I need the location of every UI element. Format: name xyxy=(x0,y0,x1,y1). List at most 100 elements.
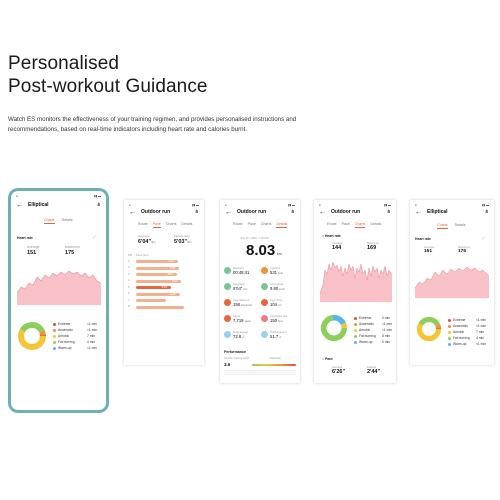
max-value: 169 xyxy=(367,245,377,251)
status-bar: ● ▮▮ ▬ xyxy=(415,203,489,207)
fastest-pace-label: Fastest pace xyxy=(174,234,191,238)
screen-title: Outdoor run xyxy=(331,209,361,215)
tab-charts[interactable]: Charts xyxy=(354,222,366,228)
tab-details[interactable]: Details xyxy=(276,222,288,228)
heart-rate-chart xyxy=(17,270,101,306)
tab-pace[interactable]: Pace xyxy=(247,222,256,226)
tab-bar: Charts Details xyxy=(44,218,73,224)
headline-line-1: Personalised xyxy=(8,53,120,74)
avg-value: 144 xyxy=(332,245,342,251)
donut-aerobic xyxy=(320,314,348,342)
pace-header: Pace (/km) xyxy=(136,254,149,257)
donut-extreme xyxy=(416,316,442,342)
tab-route[interactable]: Route xyxy=(327,222,337,226)
share-icon[interactable]: ⋔ xyxy=(386,209,391,215)
back-arrow-icon[interactable]: ← xyxy=(415,208,422,216)
back-arrow-icon[interactable]: ← xyxy=(225,208,232,216)
pace-km-label: 4 xyxy=(128,279,130,282)
expand-icon[interactable]: ⤢ xyxy=(482,236,485,240)
tab-details[interactable]: Details xyxy=(181,222,193,226)
metric-label: Avg cadence xyxy=(233,298,250,302)
pace-bar xyxy=(136,299,167,302)
heart-rate-line xyxy=(415,266,489,289)
status-bar: ● ▮▮ ▬ xyxy=(319,203,391,207)
pace-km-label: 2 xyxy=(128,266,130,269)
status-bar: ● ▮▮ ▬ xyxy=(225,203,295,207)
expand-icon[interactable]: ⤢ xyxy=(93,235,96,239)
share-icon[interactable]: ⋔ xyxy=(194,209,199,215)
metric-value: 531kcal xyxy=(270,270,283,275)
nav-bar: ← Elliptical ⋔ xyxy=(16,200,101,210)
screen-outdoor-run-pace: ● ▮▮ ▬ ← Outdoor run ⋔ Route Pace Charts … xyxy=(124,200,204,365)
pace-bar xyxy=(136,292,180,296)
tab-details[interactable]: Details xyxy=(454,223,466,227)
performance-label: Performance xyxy=(224,350,246,354)
avg-value: 151 xyxy=(424,249,433,254)
tab-details[interactable]: Details xyxy=(370,222,382,226)
tab-charts[interactable]: Charts xyxy=(165,222,177,226)
training-effect-label: Aerobic training effect xyxy=(224,357,250,360)
metric-item: Avg cadence 158steps/min xyxy=(224,298,268,312)
zone-extreme: Extreme 0 min xyxy=(354,316,390,320)
pace-bar-value: 6'08" xyxy=(170,292,177,296)
metric-label: Steps xyxy=(233,314,241,318)
metric-icon xyxy=(224,283,231,290)
pace-fastest-label: Fastest xyxy=(367,365,377,369)
heart-zone-donut xyxy=(320,314,348,342)
pace-bar-value: 6'05" xyxy=(169,266,176,270)
share-icon[interactable]: ⋔ xyxy=(96,202,101,208)
pace-bar-value: 6'02" xyxy=(168,260,175,264)
pace-avg-value: 6'26" xyxy=(332,369,346,375)
pace-bar xyxy=(136,266,179,270)
share-icon[interactable]: ⋔ xyxy=(484,209,489,215)
pace-km-label: 8 xyxy=(128,305,130,308)
tab-charts[interactable]: Charts xyxy=(437,223,448,229)
metric-label: Duration xyxy=(233,266,244,270)
training-effect-gauge xyxy=(252,364,296,366)
avg-pace-value: 6'04"/km xyxy=(138,239,156,245)
heart-zone-donut xyxy=(18,322,46,350)
nav-bar: ← Outdoor run ⋔ xyxy=(129,207,199,217)
share-icon[interactable]: ⋔ xyxy=(290,209,295,215)
tab-route[interactable]: Route xyxy=(233,222,243,226)
donut-extreme xyxy=(18,322,46,350)
pace-bar xyxy=(136,305,184,309)
nav-bar: ← Elliptical ⋔ xyxy=(415,207,489,217)
tab-charts[interactable]: Charts xyxy=(44,218,55,224)
metric-icon xyxy=(261,331,268,338)
heart-rate-line xyxy=(320,261,392,295)
metric-icon xyxy=(261,267,268,274)
pace-icon: ● xyxy=(322,357,325,361)
metric-label: Avg heart rate xyxy=(270,314,288,318)
pace-bar-value: 6'00" xyxy=(167,273,174,277)
tab-details[interactable]: Details xyxy=(61,218,73,222)
pace-avg-label: Average xyxy=(332,365,343,369)
heart-rate-area xyxy=(320,262,392,302)
tab-pace[interactable]: Pace xyxy=(341,222,350,226)
zone-aerobic: Aerobic <1 min xyxy=(354,328,392,332)
metric-item: Avg speed 9.90km/h xyxy=(261,282,300,296)
pace-km-label: 6 xyxy=(128,292,130,295)
back-arrow-icon[interactable]: ← xyxy=(129,208,136,216)
metric-value: 150bpm xyxy=(270,318,284,323)
tab-pace[interactable]: Pace xyxy=(152,222,161,228)
tab-charts[interactable]: Charts xyxy=(260,222,272,226)
max-value: 175 xyxy=(65,250,75,256)
zone-anaerobic: Anaerobic <1 min xyxy=(448,324,486,328)
heart-rate-chart xyxy=(415,266,489,299)
metric-item: Avg heart rate 150bpm xyxy=(261,314,300,328)
metric-label: Avg speed xyxy=(270,282,284,286)
tab-bar: Route Pace Charts Details xyxy=(138,222,192,228)
zone-aerobic: Aerobic 7 min xyxy=(53,334,95,338)
zone-fat-burning: Fat burning 4 min xyxy=(448,336,484,340)
tab-route[interactable]: Route xyxy=(138,222,148,226)
metric-value: 51.7m xyxy=(270,334,282,339)
pace-bar xyxy=(136,260,178,263)
zone-anaerobic: Anaerobic <1 min xyxy=(354,322,392,326)
distance-unit: km xyxy=(277,252,282,256)
metric-item: Avg pace 6'04"/km xyxy=(224,282,268,296)
back-arrow-icon[interactable]: ← xyxy=(319,208,326,216)
phone-screen: ● ▮▮ ▬ ← Elliptical ⋔ Charts Details Hear… xyxy=(11,191,106,410)
back-arrow-icon[interactable]: ← xyxy=(16,201,23,209)
zone-extreme: Extreme <1 min xyxy=(448,318,486,322)
